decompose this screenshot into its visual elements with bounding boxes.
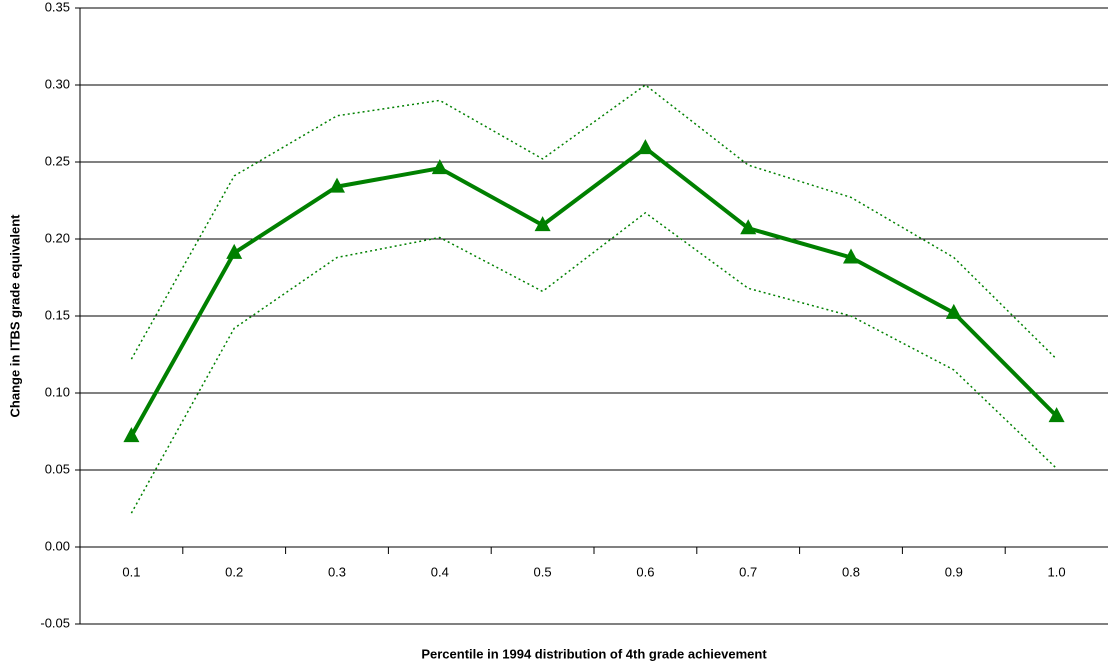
x-tick-label: 0.3	[328, 564, 346, 579]
y-tick-label: 0.35	[45, 0, 70, 14]
y-tick-label: 0.00	[45, 538, 70, 553]
y-axis-title: Change in ITBS grade equivalent	[7, 214, 22, 418]
marker	[329, 177, 345, 193]
x-tick-label: 1.0	[1048, 564, 1066, 579]
band-line	[130, 84, 1058, 360]
x-tick-label: 0.5	[534, 564, 552, 579]
marker	[123, 427, 140, 443]
y-tick-label: 0.20	[45, 230, 70, 245]
x-tick-label: 0.8	[842, 564, 860, 579]
marker	[843, 248, 859, 264]
band-line	[130, 212, 1058, 514]
x-tick-label: 0.9	[945, 564, 963, 579]
x-tick-label: 0.7	[739, 564, 757, 579]
y-tick-label: 0.10	[45, 384, 70, 399]
x-axis-title: Percentile in 1994 distribution of 4th g…	[421, 646, 767, 661]
marker	[431, 159, 448, 175]
y-tick-label: 0.15	[45, 307, 70, 322]
marker	[945, 303, 962, 319]
marker	[1048, 407, 1065, 423]
marker	[637, 139, 654, 155]
x-tick-label: 0.4	[431, 564, 449, 579]
y-tick-label: 0.30	[45, 76, 70, 91]
x-tick-label: 0.2	[225, 564, 243, 579]
x-tick-label: 0.1	[122, 564, 140, 579]
marker	[740, 219, 757, 235]
y-tick-label: -0.05	[40, 615, 70, 630]
marker	[226, 243, 243, 259]
y-tick-label: 0.05	[45, 461, 70, 476]
x-tick-label: 0.6	[636, 564, 654, 579]
y-tick-label: 0.25	[45, 153, 70, 168]
series-line	[129, 146, 1059, 438]
marker	[534, 216, 551, 232]
